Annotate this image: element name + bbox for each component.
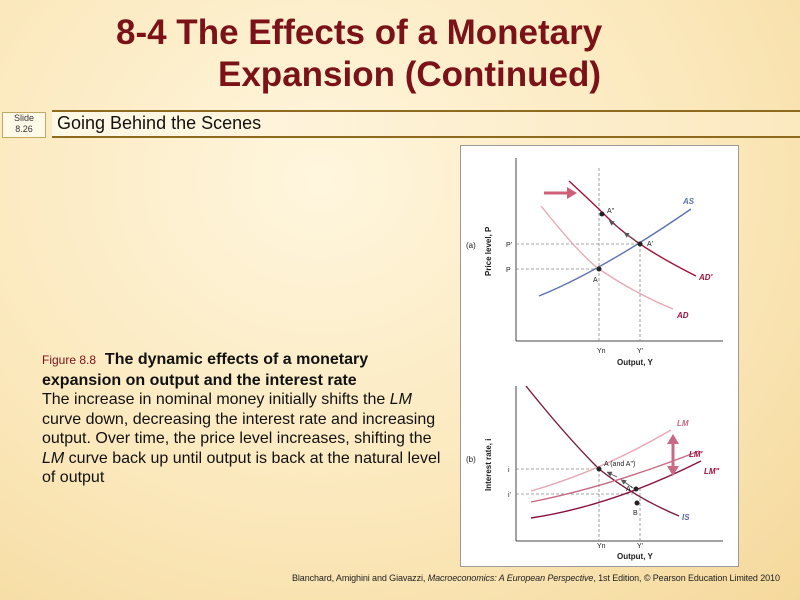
point-aprime-panel-a	[637, 241, 643, 247]
panel-b-tick-yn: Yn	[597, 543, 606, 550]
panel-a-tick-pprime: P'	[506, 242, 512, 249]
label-lmprime: LM'	[689, 450, 704, 459]
panel-b-tick-i: i	[508, 467, 510, 474]
label-adprime: AD'	[698, 273, 714, 282]
label-b: B	[633, 510, 638, 517]
panel-b-path-arrow2	[606, 471, 618, 478]
label-aprime-a: A'	[647, 241, 653, 248]
slide-number-text: Slide 8.26	[13, 113, 34, 134]
description-part3: curve back up until output is back at th…	[42, 449, 441, 487]
label-as: AS	[682, 197, 695, 206]
point-a-panel-b	[596, 466, 602, 472]
slide-title-line1: 8-4 The Effects of a Monetary	[116, 13, 603, 52]
credit-authors: Blanchard, Amighini and Giavazzi,	[292, 573, 428, 583]
label-lm: LM	[677, 419, 689, 428]
is-curve	[525, 385, 680, 517]
point-a-panel-a	[596, 266, 602, 272]
label-a-and-adoubleprime: A (and A")	[604, 461, 635, 468]
slide-subtitle: Going Behind the Scenes	[57, 113, 262, 133]
panel-b-tick-yprime: Y'	[637, 543, 643, 550]
ad-prime-curve	[568, 180, 697, 277]
figure-label: Figure 8.8	[42, 353, 97, 367]
label-ad: AD	[676, 311, 689, 320]
description-lm2: LM	[42, 449, 65, 467]
panel-b-x-label: Output, Y	[617, 552, 654, 561]
lm-double-prime-curve	[530, 450, 700, 503]
label-is: IS	[682, 513, 690, 522]
point-adoubleprime-panel-a	[599, 211, 605, 217]
as-curve	[538, 208, 692, 297]
source-credit: Blanchard, Amighini and Giavazzi, Macroe…	[292, 573, 797, 583]
figure-caption: Figure 8.8 The dynamic effects of a mone…	[42, 350, 442, 488]
panel-b-tick-iprime: i'	[508, 492, 511, 499]
slide-number: Slide 8.26	[2, 112, 46, 138]
panel-b-label: (b)	[466, 455, 476, 464]
description-lm1: LM	[389, 391, 412, 408]
lm-prime-curve	[530, 460, 702, 519]
figure-title: The dynamic effects of a monetary expans…	[42, 351, 369, 389]
panel-a-path-arrow2	[608, 220, 620, 229]
label-adoubleprime-a: A"	[607, 208, 615, 215]
lm-shift-arrowhead-up	[667, 434, 679, 444]
slide-title-line2: Expansion (Continued)	[218, 55, 602, 94]
panel-a-y-label: Price level, P	[484, 226, 493, 276]
panel-b-path-arrow1	[620, 479, 634, 489]
panel-a-tick-yn: Yn	[597, 348, 606, 355]
label-a-a: A	[593, 277, 598, 284]
label-aprime-b: A'	[626, 486, 632, 493]
ad-shift-arrowhead	[567, 187, 577, 199]
point-aprime-panel-b	[633, 486, 639, 492]
credit-edition: , 1st Edition, © Pearson Education Limit…	[593, 573, 780, 583]
lm-curve	[530, 429, 672, 492]
panel-a-tick-p: P	[506, 267, 511, 274]
label-lmdoubleprime: LM"	[704, 467, 720, 476]
panel-a-x-label: Output, Y	[617, 358, 654, 367]
panel-b-y-label: Interest rate, i	[484, 439, 493, 491]
point-b-panel-b	[634, 500, 640, 506]
figure-panel: (a) Price level, P Output, Y Yn Y' P' P	[460, 145, 739, 567]
subtitle-bar: Going Behind the Scenes	[52, 110, 800, 138]
panel-a: (a) Price level, P Output, Y Yn Y' P' P	[466, 158, 723, 367]
economics-diagram: (a) Price level, P Output, Y Yn Y' P' P	[466, 158, 723, 561]
ad-curve	[540, 205, 674, 310]
description-part1: The increase in nominal money initially …	[42, 391, 390, 408]
panel-b: (b) Interest rate, i Output, Y Yn Y' i i…	[466, 385, 723, 561]
lm-shift-arrowhead-down	[667, 466, 679, 476]
figure-description: The increase in nominal money initially …	[42, 390, 442, 488]
description-part2: curve down, decreasing the interest rate…	[42, 410, 436, 448]
panel-a-tick-yprime: Y'	[637, 348, 643, 355]
panel-a-label: (a)	[466, 241, 476, 250]
credit-book: Macroeconomics: A European Perspective	[427, 573, 594, 583]
panel-a-path-arrow1	[623, 232, 637, 242]
